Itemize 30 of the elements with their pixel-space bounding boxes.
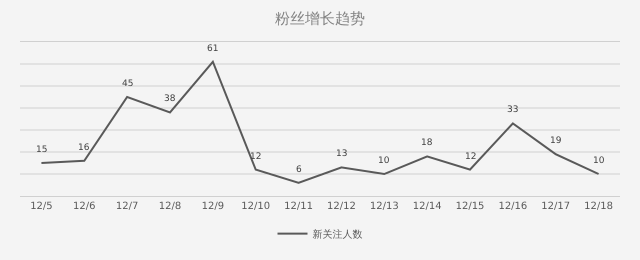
data-label: 13	[336, 149, 348, 159]
data-label: 10	[378, 156, 390, 166]
data-label: 33	[507, 105, 518, 115]
x-tick-label: 12/8	[158, 201, 182, 212]
x-tick-label: 12/11	[284, 201, 313, 212]
x-tick-label: 12/13	[370, 201, 399, 212]
data-label: 61	[207, 44, 218, 54]
data-label: 12	[465, 152, 476, 162]
data-label: 38	[164, 94, 176, 104]
x-tick-label: 12/18	[584, 201, 613, 212]
data-label: 18	[421, 138, 433, 148]
x-tick-label: 12/5	[30, 201, 53, 212]
data-label: 15	[36, 145, 48, 155]
data-label: 12	[250, 152, 262, 162]
x-tick-label: 12/7	[116, 201, 138, 212]
legend-label: 新关注人数	[312, 228, 362, 240]
x-tick-label: 12/16	[498, 201, 528, 212]
x-tick-label: 12/6	[73, 201, 96, 212]
data-label: 19	[550, 136, 562, 146]
x-tick-label: 12/12	[327, 201, 356, 212]
data-label: 10	[593, 156, 605, 166]
data-label: 45	[122, 79, 134, 89]
x-tick-label: 12/9	[202, 201, 224, 212]
x-tick-label: 12/15	[456, 201, 484, 212]
chart-title: 粉丝增长趋势	[275, 10, 365, 28]
data-label: 16	[78, 143, 90, 153]
data-label: 6	[296, 165, 302, 175]
x-tick-label: 12/10	[241, 201, 270, 212]
x-tick-label: 12/14	[412, 201, 442, 212]
x-tick-label: 12/17	[541, 201, 570, 212]
